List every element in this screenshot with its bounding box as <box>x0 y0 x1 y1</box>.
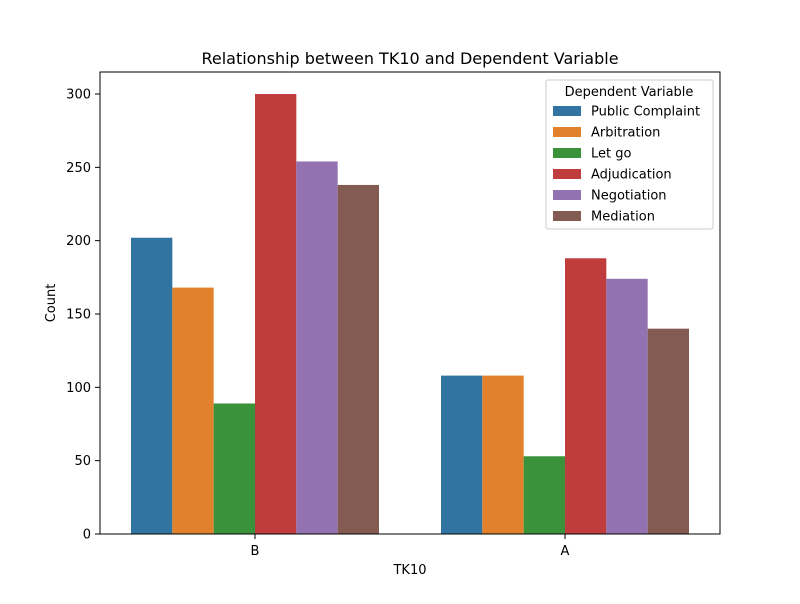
bar-public-complaint-a <box>441 375 483 534</box>
bar-adjudication-b <box>255 94 297 534</box>
bar-arbitration-b <box>172 287 214 534</box>
legend-swatch-public-complaint <box>553 106 581 116</box>
bar-let-go-b <box>213 403 255 534</box>
legend-box <box>545 79 714 230</box>
legend-items: Public Complaint Arbitration Let go Adjudic… <box>553 105 700 225</box>
bar-mediation-a <box>647 328 689 534</box>
y-tick-label: 50 <box>74 454 91 469</box>
bar-public-complaint-b <box>131 237 173 534</box>
y-axis: 0 50 100 150 200 250 300 <box>66 88 100 543</box>
legend-label-public-complaint: Public Complaint <box>591 105 700 120</box>
chart-title: Relationship between TK10 and Dependent … <box>201 49 618 68</box>
legend-swatch-mediation <box>553 211 581 221</box>
legend-label-let-go: Let go <box>591 147 631 162</box>
bar-adjudication-a <box>565 258 607 534</box>
bar-negotiation-b <box>296 161 338 534</box>
bars-group <box>131 94 689 534</box>
legend-swatch-adjudication <box>553 169 581 179</box>
bar-let-go-a <box>523 456 565 534</box>
y-tick-label: 200 <box>66 234 91 249</box>
y-tick-label: 100 <box>66 381 91 396</box>
x-tick-label: A <box>561 544 570 559</box>
legend: Dependent Variable Public Complaint Arbit… <box>545 79 714 230</box>
y-axis-label: Count <box>44 284 59 323</box>
legend-label-arbitration: Arbitration <box>591 126 660 141</box>
bar-negotiation-a <box>606 278 648 534</box>
legend-swatch-negotiation <box>553 190 581 200</box>
y-tick-label: 250 <box>66 161 91 176</box>
legend-title: Dependent Variable <box>565 85 694 100</box>
y-tick-label: 150 <box>66 308 91 323</box>
legend-label-negotiation: Negotiation <box>591 189 667 204</box>
bar-mediation-b <box>337 184 379 534</box>
x-tick-label: B <box>251 544 260 559</box>
bar-arbitration-a <box>482 375 524 534</box>
legend-label-mediation: Mediation <box>591 210 655 225</box>
y-tick-label: 0 <box>83 528 91 543</box>
x-axis-label: TK10 <box>392 563 426 578</box>
y-tick-label: 300 <box>66 88 91 103</box>
plot-frame <box>99 71 721 535</box>
legend-swatch-arbitration <box>553 127 581 137</box>
legend-swatch-let-go <box>553 148 581 158</box>
legend-label-adjudication: Adjudication <box>591 168 672 183</box>
